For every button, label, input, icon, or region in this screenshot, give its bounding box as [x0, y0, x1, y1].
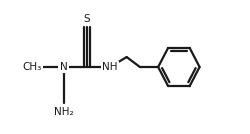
Text: N: N: [60, 62, 68, 72]
Text: S: S: [84, 14, 90, 24]
Text: NH₂: NH₂: [54, 107, 74, 117]
Text: NH: NH: [102, 62, 118, 72]
Text: CH₃: CH₃: [22, 62, 41, 72]
